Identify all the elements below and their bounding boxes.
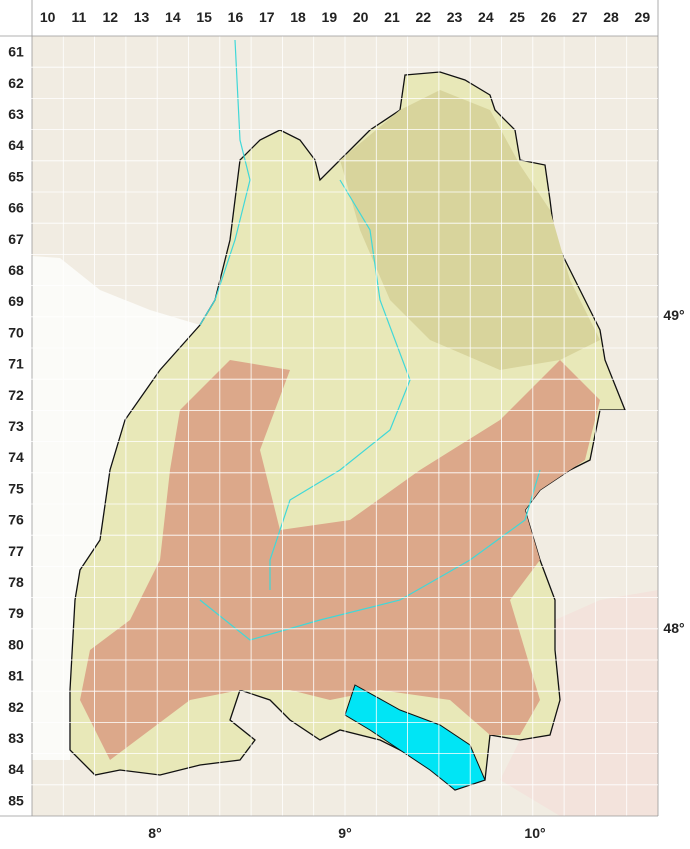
- rhine-river: [199, 39, 251, 326]
- row-label: 68: [8, 262, 24, 278]
- column-label: 15: [196, 9, 212, 25]
- row-label: 61: [8, 44, 24, 60]
- grid-lines: [0, 0, 659, 817]
- row-label: 79: [8, 605, 24, 621]
- row-label: 71: [8, 356, 24, 372]
- column-label: 29: [635, 9, 651, 25]
- column-label: 21: [384, 9, 400, 25]
- row-label: 76: [8, 512, 24, 528]
- row-label: 63: [8, 106, 24, 122]
- column-label: 12: [102, 9, 118, 25]
- column-label: 23: [447, 9, 463, 25]
- row-label: 74: [8, 449, 24, 465]
- row-label: 77: [8, 543, 24, 559]
- row-label: 72: [8, 387, 24, 403]
- column-label: 11: [72, 9, 87, 25]
- lat-label-49: 49°: [663, 307, 684, 323]
- france-region: [32, 256, 200, 760]
- row-label: 82: [8, 699, 24, 715]
- column-label: 10: [40, 9, 56, 25]
- column-label: 25: [509, 9, 525, 25]
- row-label: 85: [8, 792, 24, 808]
- column-label: 19: [322, 9, 338, 25]
- lon-label-9: 9°: [338, 825, 351, 841]
- row-label: 83: [8, 730, 24, 746]
- row-label: 73: [8, 418, 24, 434]
- lat-label-48: 48°: [663, 620, 684, 636]
- neckar-river: [269, 179, 411, 590]
- row-label: 75: [8, 480, 24, 496]
- column-label: 16: [228, 9, 244, 25]
- column-label: 18: [290, 9, 306, 25]
- row-label: 78: [8, 574, 24, 590]
- row-label: 67: [8, 231, 24, 247]
- lake-constance: [344, 684, 486, 791]
- lon-label-8: 8°: [148, 825, 161, 841]
- row-label: 70: [8, 324, 24, 340]
- row-label: 84: [8, 761, 24, 777]
- column-label: 13: [134, 9, 150, 25]
- row-label: 66: [8, 200, 24, 216]
- column-label: 20: [353, 9, 369, 25]
- bavaria-alps-region: [500, 590, 658, 816]
- column-label: 28: [603, 9, 619, 25]
- row-label: 69: [8, 293, 24, 309]
- row-label: 80: [8, 636, 24, 652]
- column-label: 14: [165, 9, 181, 25]
- column-label: 24: [478, 9, 494, 25]
- column-label: 22: [415, 9, 431, 25]
- lon-label-10: 10°: [524, 825, 545, 841]
- column-label: 27: [572, 9, 588, 25]
- row-label: 64: [8, 137, 24, 153]
- column-label: 26: [541, 9, 557, 25]
- row-label: 81: [8, 668, 24, 684]
- row-label: 62: [8, 75, 24, 91]
- danube-river: [199, 469, 541, 641]
- column-label: 17: [259, 9, 275, 25]
- row-label: 65: [8, 168, 24, 184]
